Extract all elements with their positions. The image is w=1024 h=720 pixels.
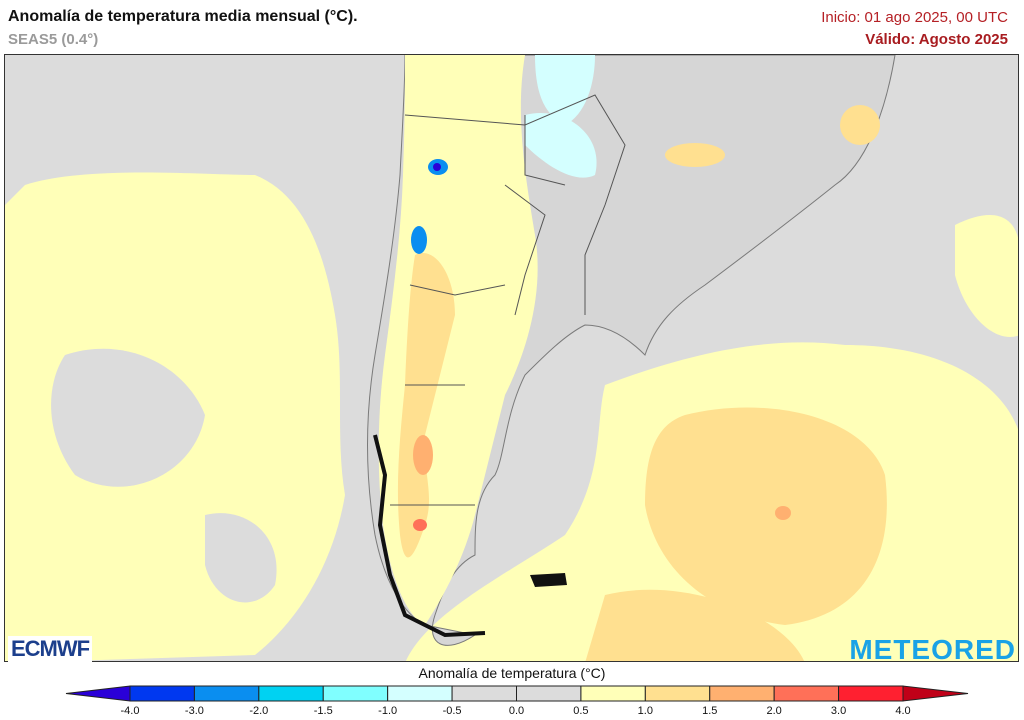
anomaly-area-orange-south bbox=[585, 589, 804, 661]
anomaly-cold-andes-core bbox=[433, 163, 441, 171]
colorbar-tick-label: 4.0 bbox=[895, 705, 911, 717]
anomaly-area-north-yellow bbox=[665, 143, 725, 167]
colorbar-bin bbox=[387, 685, 453, 702]
init-time: Inicio: 01 ago 2025, 00 UTC bbox=[821, 9, 1008, 26]
anomaly-area-atlantic-ne bbox=[955, 215, 1018, 337]
colorbar-tick-label: -0.5 bbox=[442, 705, 462, 717]
colorbar-bin bbox=[451, 685, 518, 702]
anomaly-map[interactable] bbox=[4, 54, 1019, 662]
colorbar-bin bbox=[709, 685, 775, 702]
colorbar-tick-label: 1.0 bbox=[637, 705, 653, 717]
colorbar-tick-label: -3.0 bbox=[184, 705, 204, 717]
anomaly-area-ne-brazil bbox=[840, 105, 880, 145]
ecmwf-logo-text: ECMWF bbox=[11, 636, 90, 661]
colorbar-tick-label: -4.0 bbox=[120, 705, 140, 717]
map-title: Anomalía de temperatura media mensual (°… bbox=[8, 8, 358, 25]
colorbar-tick-label: -1.5 bbox=[313, 705, 333, 717]
colorbar-under-arrow bbox=[65, 685, 131, 702]
colorbar-tick-label: -2.0 bbox=[249, 705, 269, 717]
colorbar-tick-label: 1.5 bbox=[702, 705, 718, 717]
country-borders bbox=[390, 94, 626, 506]
anomaly-area-cold-paraguay bbox=[525, 113, 597, 178]
ecmwf-logo: ECMWF bbox=[8, 636, 93, 662]
anomaly-area-land-orange bbox=[397, 253, 455, 558]
colorbar-ticks: -4.0 -3.0 -2.0 -1.5 -1.0 -0.5 0.0 0.5 1.0 1.5 2.0 3… bbox=[0, 705, 1024, 719]
colorbar-bin bbox=[516, 685, 582, 702]
chile-coast bbox=[373, 434, 486, 638]
meteored-logo: METEORED bbox=[849, 634, 1016, 666]
colorbar-bin bbox=[322, 685, 389, 702]
map-canvas bbox=[5, 55, 1018, 661]
colorbar bbox=[65, 685, 969, 702]
anomaly-gap-pacific bbox=[51, 348, 205, 487]
anomaly-hotspot-patagonia bbox=[413, 519, 427, 531]
colorbar-tick-label: 0.5 bbox=[573, 705, 589, 717]
meteored-logo-text: METEORED bbox=[849, 634, 1016, 665]
valid-period: Válido: Agosto 2025 bbox=[865, 31, 1008, 48]
anomaly-area-cold-bolivia bbox=[535, 55, 595, 125]
colorbar-tick-label: 0.0 bbox=[508, 705, 525, 717]
anomaly-hotspot-central bbox=[413, 435, 433, 475]
colorbar-tick-label: -1.0 bbox=[378, 705, 398, 717]
colorbar-tick-label: 2.0 bbox=[766, 705, 782, 717]
colorbar-bin bbox=[644, 685, 711, 702]
anomaly-gap-pacific-2 bbox=[205, 513, 277, 603]
colorbar-bin bbox=[193, 685, 260, 702]
colorbar-bin bbox=[838, 685, 904, 702]
model-subtitle: SEAS5 (0.4°) bbox=[8, 31, 99, 48]
colorbar-bin bbox=[580, 685, 646, 702]
colorbar-tick-label: 3.0 bbox=[830, 705, 847, 717]
falkland-islands bbox=[530, 573, 567, 587]
colorbar-bin bbox=[129, 685, 195, 702]
colorbar-bin bbox=[258, 685, 324, 702]
colorbar-over-arrow bbox=[902, 685, 969, 702]
colorbar-bin bbox=[773, 685, 840, 702]
anomaly-cold-andes-2 bbox=[411, 226, 427, 254]
colorbar-title: Anomalía de temperatura (°C) bbox=[418, 665, 606, 681]
anomaly-hotspot bbox=[775, 506, 791, 520]
anomaly-area-orange-atlantic bbox=[645, 407, 887, 625]
